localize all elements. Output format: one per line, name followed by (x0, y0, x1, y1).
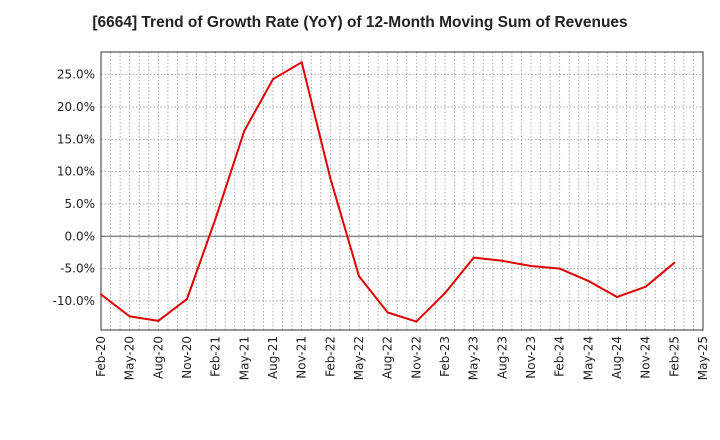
y-tick-label: 15.0% (57, 132, 95, 146)
data-point (329, 177, 332, 180)
data-point (358, 275, 360, 278)
x-tick-label: Nov-23 (524, 336, 538, 379)
x-tick-label: May-24 (581, 336, 595, 380)
data-point (530, 265, 532, 267)
data-point (415, 320, 418, 323)
x-tick-label: May-22 (352, 336, 366, 380)
plot-frame (100, 51, 704, 331)
x-tick-label: Feb-21 (209, 336, 223, 377)
data-point (386, 311, 389, 314)
x-tick-label: Nov-20 (180, 336, 194, 379)
x-tick-label: Feb-24 (553, 336, 567, 377)
data-point (616, 296, 618, 298)
data-point (558, 267, 561, 270)
y-tick-label: -5.0% (60, 262, 95, 276)
y-tick-label: 10.0% (57, 165, 95, 179)
data-point (444, 292, 446, 295)
chart-title: [6664] Trend of Growth Rate (YoY) of 12-… (92, 14, 628, 31)
data-point (128, 315, 131, 318)
data-point (214, 217, 217, 220)
y-tick-label: 0.0% (65, 229, 96, 243)
x-tick-label: Nov-21 (295, 336, 309, 379)
x-tick-label: Feb-25 (667, 336, 681, 377)
x-tick-label: Nov-24 (639, 336, 653, 379)
x-tick-label: Aug-21 (266, 336, 280, 379)
x-tick-label: Aug-22 (381, 336, 395, 379)
y-tick-label: 20.0% (57, 100, 95, 114)
x-tick-label: Feb-22 (323, 336, 337, 377)
data-point (243, 129, 246, 132)
data-point (272, 78, 274, 81)
data-point (472, 256, 475, 259)
data-point (157, 319, 160, 322)
x-tick-label: Nov-22 (409, 336, 423, 379)
data-point (186, 298, 188, 300)
data-point (100, 293, 102, 296)
y-tick-label: 5.0% (65, 197, 96, 211)
x-tick-label: Feb-23 (438, 336, 452, 377)
y-tick-label: 25.0% (57, 68, 95, 82)
x-tick-label: May-21 (237, 336, 251, 380)
data-point (300, 61, 303, 64)
x-tick-label: Feb-20 (94, 336, 108, 377)
data-point (587, 279, 590, 282)
x-tick-label: Aug-24 (610, 336, 624, 379)
y-tick-label: -10.0% (53, 294, 95, 308)
x-tick-label: Aug-23 (495, 336, 509, 379)
data-point (501, 259, 504, 262)
data-point (644, 285, 647, 288)
x-tick-label: May-23 (467, 336, 481, 380)
x-tick-label: Aug-20 (151, 336, 165, 379)
x-tick-label: May-25 (696, 336, 710, 380)
data-point (673, 261, 676, 264)
x-tick-label: May-20 (123, 336, 137, 380)
